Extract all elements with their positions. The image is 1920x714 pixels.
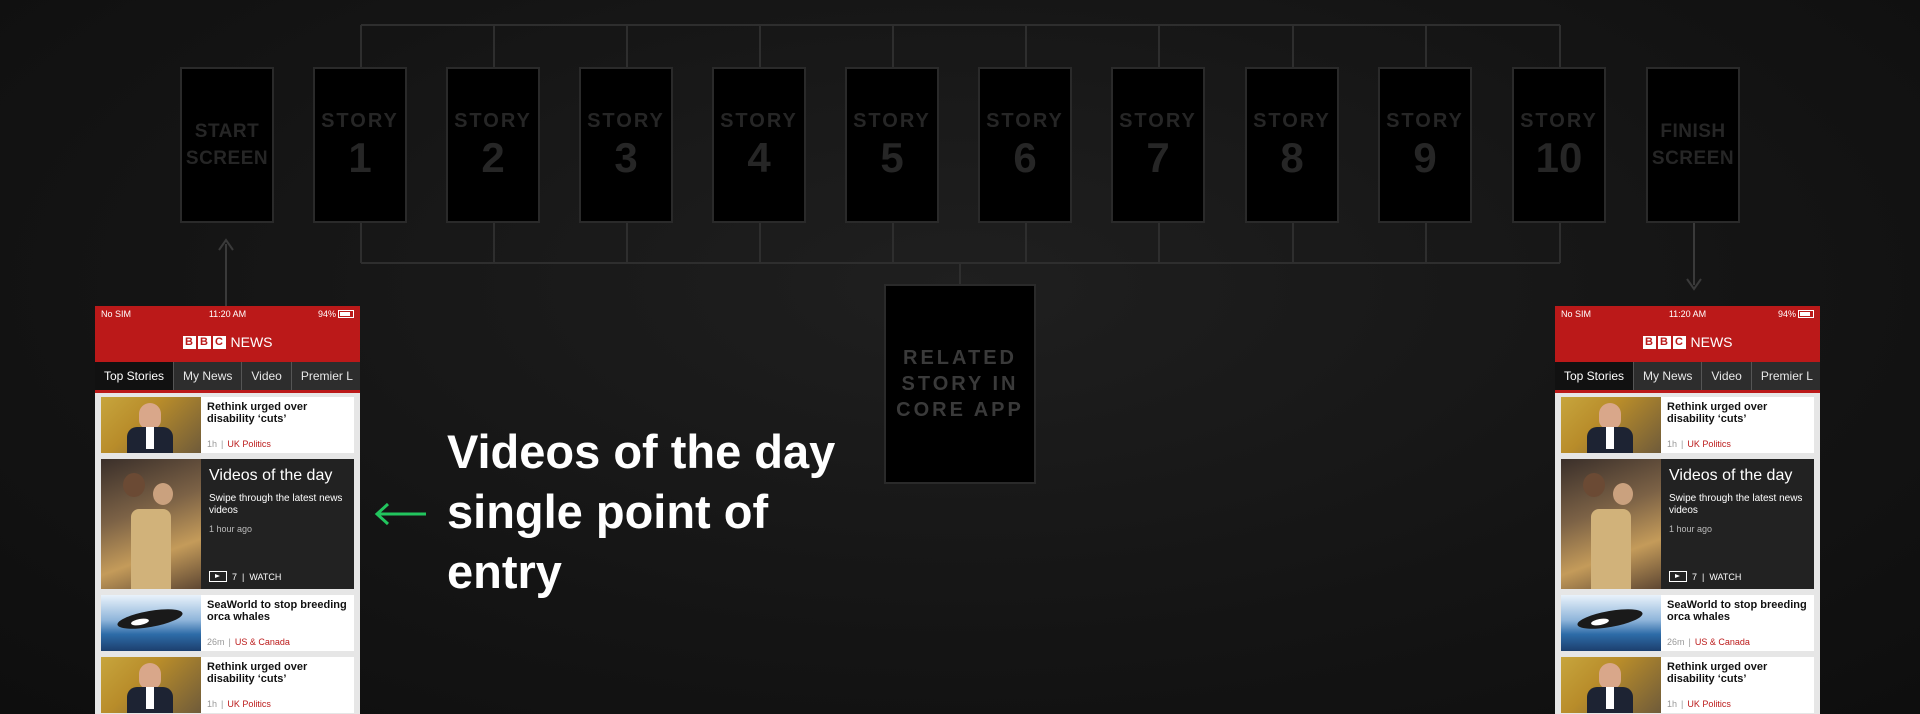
story-meta: 26m | US & Canada	[1667, 637, 1750, 647]
story-card-2: STORY 2	[446, 67, 540, 223]
video-gallery-icon	[209, 571, 227, 582]
story-card-6: STORY 6	[978, 67, 1072, 223]
story-card[interactable]: SeaWorld to stop breeding orca whales 26…	[1561, 595, 1814, 651]
story-card-4: STORY 4	[712, 67, 806, 223]
story-card[interactable]: Rethink urged over disability ‘cuts’ 1h |…	[1561, 397, 1814, 453]
battery-icon	[1798, 310, 1814, 318]
videos-of-the-day-card[interactable]: Videos of the day Swipe through the late…	[1561, 459, 1814, 589]
green-arrow-left-icon	[374, 502, 426, 526]
carrier-label: No SIM	[1561, 309, 1592, 319]
section-tabs: Top Stories My News Video Premier L	[95, 362, 360, 393]
story-card-9: STORY 9	[1378, 67, 1472, 223]
tab-premier-league[interactable]: Premier L	[292, 362, 360, 390]
tab-top-stories[interactable]: Top Stories	[1555, 362, 1635, 390]
watch-label[interactable]: WATCH	[1709, 571, 1742, 582]
videos-of-the-day-card[interactable]: Videos of the day Swipe through the late…	[101, 459, 354, 589]
story-category[interactable]: UK Politics	[227, 699, 271, 709]
vod-title: Videos of the day	[209, 467, 333, 484]
story-category[interactable]: UK Politics	[1687, 439, 1731, 449]
phone-finish-screen: No SIM 11:20 AM 94% B B C NEWS Top Stori…	[1555, 306, 1820, 714]
story-thumbnail	[1561, 595, 1661, 651]
vod-time: 1 hour ago	[209, 524, 253, 534]
tab-video[interactable]: Video	[242, 362, 292, 390]
vod-watch-bar[interactable]: 7 | WATCH	[1669, 571, 1806, 582]
video-thumbnail	[1561, 459, 1661, 589]
start-screen-card: START SCREEN	[180, 67, 274, 223]
story-card[interactable]: Rethink urged over disability ‘cuts’ 1h |…	[101, 397, 354, 453]
story-feed: Rethink urged over disability ‘cuts’ 1h |…	[95, 393, 360, 714]
story-meta: 1h | UK Politics	[1667, 439, 1731, 449]
story-card[interactable]: Rethink urged over disability ‘cuts’ 1h |…	[101, 657, 354, 713]
tab-my-news[interactable]: My News	[1634, 362, 1703, 390]
vod-description: Swipe through the latest news videos	[1669, 493, 1803, 516]
story-category[interactable]: US & Canada	[234, 637, 290, 647]
section-tabs: Top Stories My News Video Premier L	[1555, 362, 1820, 393]
story-meta: 1h | UK Politics	[207, 699, 271, 709]
story-meta: 1h | UK Politics	[207, 439, 271, 449]
related-story-card: RELATED STORY IN CORE APP	[884, 284, 1036, 484]
story-thumbnail	[101, 595, 201, 651]
story-title: Rethink urged over disability ‘cuts’	[1667, 401, 1768, 425]
status-time: 11:20 AM	[208, 309, 247, 319]
story-card-1: STORY 1	[313, 67, 407, 223]
vod-time: 1 hour ago	[1669, 524, 1713, 534]
phone-start-screen: No SIM 11:20 AM 94% B B C NEWS Top Stori…	[95, 306, 360, 714]
bbc-news-logo: B B C NEWS	[182, 334, 273, 350]
story-category[interactable]: UK Politics	[227, 439, 271, 449]
battery-indicator: 94%	[1778, 309, 1814, 319]
app-header: B B C NEWS	[1555, 322, 1820, 362]
vod-watch-bar[interactable]: 7 | WATCH	[209, 571, 346, 582]
story-thumbnail	[1561, 397, 1661, 453]
story-thumbnail	[101, 657, 201, 713]
story-card-3: STORY 3	[579, 67, 673, 223]
video-gallery-icon	[1669, 571, 1687, 582]
app-header: B B C NEWS	[95, 322, 360, 362]
tab-my-news[interactable]: My News	[174, 362, 243, 390]
tab-top-stories[interactable]: Top Stories	[95, 362, 175, 390]
video-thumbnail	[101, 459, 201, 589]
story-card[interactable]: Rethink urged over disability ‘cuts’ 1h |…	[1561, 657, 1814, 713]
battery-indicator: 94%	[318, 309, 354, 319]
story-title: SeaWorld to stop breeding orca whales	[207, 599, 347, 623]
battery-icon	[338, 310, 354, 318]
story-thumbnail	[101, 397, 201, 453]
story-title: SeaWorld to stop breeding orca whales	[1667, 599, 1807, 623]
story-meta: 26m | US & Canada	[207, 637, 290, 647]
story-thumbnail	[1561, 657, 1661, 713]
vod-description: Swipe through the latest news videos	[209, 493, 343, 516]
story-card-7: STORY 7	[1111, 67, 1205, 223]
vod-title: Videos of the day	[1669, 467, 1793, 484]
story-meta: 1h | UK Politics	[1667, 699, 1731, 709]
story-card[interactable]: SeaWorld to stop breeding orca whales 26…	[101, 595, 354, 651]
status-time: 11:20 AM	[1668, 309, 1707, 319]
tab-premier-league[interactable]: Premier L	[1752, 362, 1820, 390]
bbc-news-logo: B B C NEWS	[1642, 334, 1733, 350]
status-bar: No SIM 11:20 AM 94%	[1555, 306, 1820, 322]
story-card-5: STORY 5	[845, 67, 939, 223]
story-title: Rethink urged over disability ‘cuts’	[207, 401, 308, 425]
videos-headline: Videos of the day single point of entry	[447, 425, 836, 598]
story-card-8: STORY 8	[1245, 67, 1339, 223]
watch-label[interactable]: WATCH	[249, 571, 282, 582]
carrier-label: No SIM	[101, 309, 132, 319]
tab-video[interactable]: Video	[1702, 362, 1752, 390]
story-card-10: STORY 10	[1512, 67, 1606, 223]
story-category[interactable]: US & Canada	[1694, 637, 1750, 647]
story-category[interactable]: UK Politics	[1687, 699, 1731, 709]
story-title: Rethink urged over disability ‘cuts’	[207, 661, 308, 685]
status-bar: No SIM 11:20 AM 94%	[95, 306, 360, 322]
finish-screen-card: FINISH SCREEN	[1646, 67, 1740, 223]
story-feed: Rethink urged over disability ‘cuts’ 1h |…	[1555, 393, 1820, 714]
story-title: Rethink urged over disability ‘cuts’	[1667, 661, 1768, 685]
